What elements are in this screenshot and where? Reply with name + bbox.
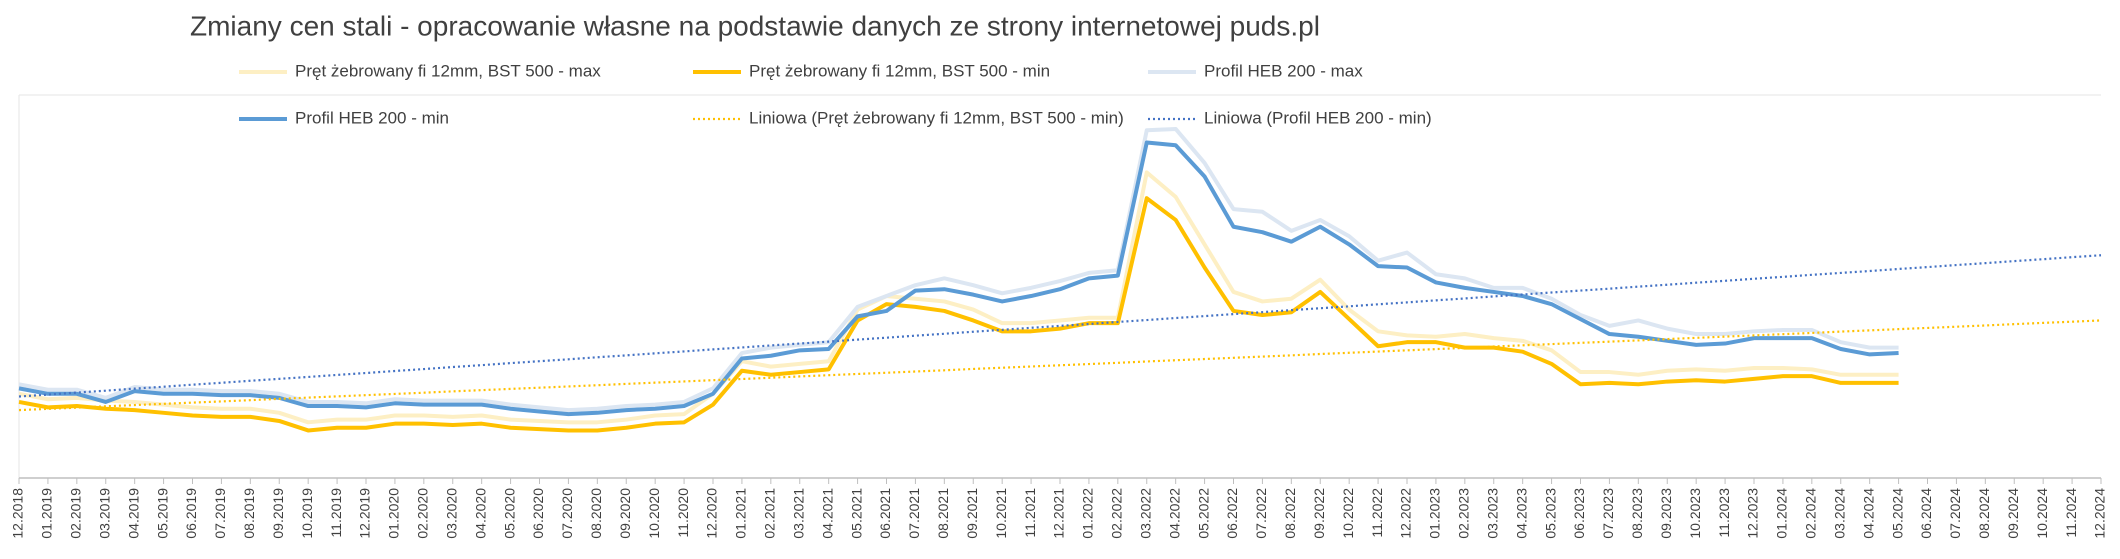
chart-title: Zmiany cen stali - opracowanie własne na…: [190, 10, 1320, 41]
x-tick-label: 12.2019: [357, 488, 373, 539]
x-tick-label: 12.2024: [2092, 488, 2108, 539]
x-tick-label: 09.2022: [1311, 488, 1327, 539]
x-tick-label: 08.2021: [935, 488, 951, 539]
x-tick-label: 10.2021: [993, 488, 1009, 539]
legend-label: Profil HEB 200 - min: [295, 108, 449, 127]
x-tick-label: 11.2023: [1716, 488, 1732, 538]
series-line: [18, 170, 1899, 425]
x-tick-label: 03.2021: [790, 488, 806, 539]
x-tick-label: 04.2020: [472, 488, 488, 539]
x-tick-label: 02.2024: [1803, 488, 1819, 539]
x-tick-label: 09.2024: [2005, 488, 2021, 539]
x-tick-label: 09.2021: [964, 488, 980, 539]
x-tick-label: 07.2021: [906, 488, 922, 539]
legend-label: Pręt żebrowany fi 12mm, BST 500 - max: [295, 61, 601, 80]
x-tick-label: 06.2019: [183, 488, 199, 539]
x-tick-label: 10.2019: [299, 488, 315, 539]
x-tick-label: 01.2020: [386, 488, 402, 539]
x-tick-label: 02.2022: [1109, 488, 1125, 539]
x-tick-label: 06.2021: [877, 488, 893, 539]
x-tick-label: 11.2022: [1369, 488, 1385, 538]
x-tick-label: 07.2022: [1253, 488, 1269, 539]
x-tick-label: 08.2020: [588, 488, 604, 539]
x-tick-label: 06.2024: [1918, 488, 1934, 539]
x-tick-label: 06.2023: [1571, 488, 1587, 539]
x-tick-label: 04.2021: [819, 488, 835, 539]
x-tick-label: 02.2023: [1456, 488, 1472, 539]
x-tick-label: 04.2019: [125, 488, 141, 539]
x-tick-label: 03.2019: [96, 488, 112, 539]
x-tick-label: 05.2022: [1195, 488, 1211, 539]
x-tick-label: 07.2019: [212, 488, 228, 539]
x-tick-label: 10.2023: [1687, 488, 1703, 539]
x-tick-label: 12.2018: [10, 488, 26, 539]
x-tick-label: 12.2022: [1398, 488, 1414, 539]
x-tick-label: 03.2020: [443, 488, 459, 539]
x-tick-label: 12.2023: [1745, 488, 1761, 539]
x-tick-label: 08.2022: [1282, 488, 1298, 539]
x-tick-label: 02.2021: [762, 488, 778, 539]
legend-label: Liniowa (Profil HEB 200 - min): [1204, 108, 1432, 127]
x-tick-label: 03.2024: [1831, 488, 1847, 539]
x-tick-label: 10.2020: [646, 488, 662, 539]
x-tick-label: 08.2019: [241, 488, 257, 539]
x-tick-label: 11.2020: [675, 488, 691, 538]
x-tick-label: 12.2021: [1051, 488, 1067, 539]
x-tick-label: 08.2023: [1629, 488, 1645, 539]
legend-label: Profil HEB 200 - max: [1204, 61, 1363, 80]
series-line: [18, 319, 2102, 412]
x-tick-label: 06.2022: [1224, 488, 1240, 539]
series-line: [18, 196, 1899, 433]
legend-label: Liniowa (Pręt żebrowany fi 12mm, BST 500…: [749, 108, 1124, 127]
x-tick-label: 04.2022: [1166, 488, 1182, 539]
x-tick-label: 07.2023: [1600, 488, 1616, 539]
x-tick-label: 11.2019: [328, 488, 344, 538]
x-tick-label: 05.2020: [501, 488, 517, 539]
x-tick-label: 02.2019: [68, 488, 84, 539]
x-tick-label: 01.2024: [1774, 488, 1790, 539]
x-tick-label: 04.2023: [1513, 488, 1529, 539]
x-tick-label: 05.2024: [1889, 488, 1905, 539]
x-tick-label: 07.2020: [559, 488, 575, 539]
x-tick-label: 10.2022: [1340, 488, 1356, 539]
x-tick-label: 01.2021: [733, 488, 749, 539]
x-tick-label: 01.2019: [39, 488, 55, 539]
x-tick-label: 05.2023: [1542, 488, 1558, 539]
series-line: [18, 140, 1899, 417]
x-tick-label: 09.2019: [270, 488, 286, 539]
x-tick-label: 10.2024: [2034, 488, 2050, 539]
x-tick-label: 03.2023: [1484, 488, 1500, 539]
x-tick-label: 01.2022: [1080, 488, 1096, 539]
x-tick-label: 11.2021: [1022, 488, 1038, 538]
x-tick-label: 08.2024: [1976, 488, 1992, 539]
x-tick-label: 05.2019: [154, 488, 170, 539]
x-tick-label: 01.2023: [1427, 488, 1443, 539]
x-tick-label: 12.2020: [704, 488, 720, 539]
x-tick-label: 04.2024: [1860, 488, 1876, 539]
x-tick-label: 02.2020: [415, 488, 431, 539]
x-tick-label: 07.2024: [1947, 488, 1963, 539]
legend-label: Pręt żebrowany fi 12mm, BST 500 - min: [749, 61, 1050, 80]
x-tick-label: 03.2022: [1137, 488, 1153, 539]
x-tick-label: 11.2024: [2063, 488, 2079, 538]
x-tick-label: 09.2023: [1658, 488, 1674, 539]
x-tick-label: 06.2020: [530, 488, 546, 539]
x-tick-label: 09.2020: [617, 488, 633, 539]
x-tick-label: 05.2021: [848, 488, 864, 539]
series-line: [18, 126, 1899, 413]
